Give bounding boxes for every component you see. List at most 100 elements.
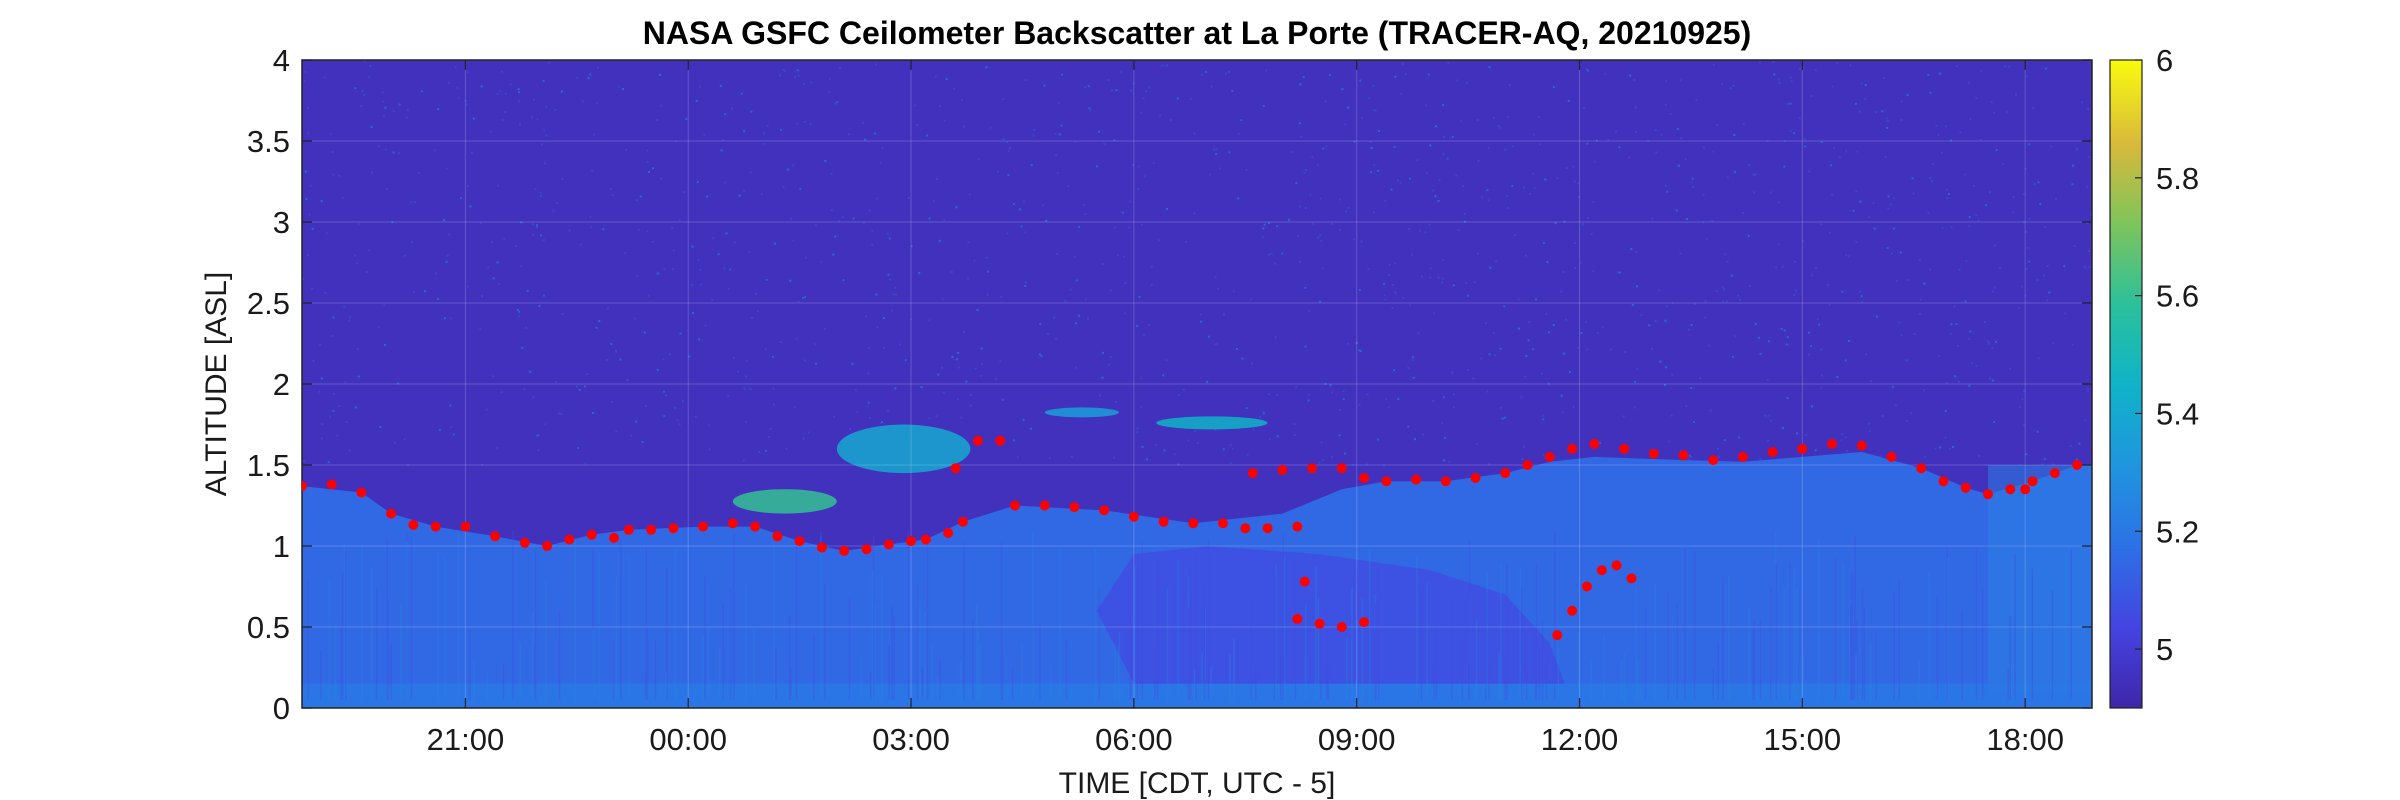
- noise-speck: [542, 239, 545, 241]
- noise-speck: [1201, 73, 1204, 76]
- noise-speck: [1664, 319, 1667, 322]
- noise-speck: [1150, 265, 1153, 268]
- noise-speck: [1781, 265, 1784, 268]
- pbl-marker: [1708, 455, 1719, 466]
- noise-speck: [1716, 447, 1719, 450]
- noise-speck: [1145, 458, 1148, 461]
- streak: [1796, 586, 1798, 700]
- noise-speck: [1793, 294, 1796, 296]
- noise-speck: [676, 419, 679, 422]
- noise-speck: [925, 134, 928, 137]
- noise-speck: [1205, 70, 1208, 73]
- pbl-marker: [1737, 451, 1748, 462]
- noise-speck: [492, 277, 495, 280]
- noise-speck: [1447, 61, 1450, 64]
- noise-speck: [1542, 242, 1545, 244]
- noise-speck: [974, 367, 977, 370]
- streak: [1849, 609, 1851, 700]
- noise-speck: [1978, 454, 1981, 457]
- streak: [1011, 667, 1014, 700]
- noise-speck: [615, 350, 617, 353]
- noise-speck: [538, 305, 541, 307]
- noise-speck: [398, 103, 401, 106]
- streak: [1374, 631, 1377, 700]
- noise-speck: [1904, 359, 1907, 362]
- noise-speck: [1304, 207, 1307, 209]
- noise-speck: [1029, 427, 1032, 430]
- noise-speck: [1107, 79, 1110, 82]
- noise-speck: [499, 90, 502, 93]
- noise-speck: [1695, 99, 1698, 102]
- noise-speck: [1109, 289, 1112, 292]
- y-tick-label: 0: [273, 691, 290, 726]
- noise-speck: [1338, 228, 1341, 231]
- streak: [1326, 609, 1328, 700]
- noise-speck: [1954, 375, 1956, 378]
- noise-speck: [552, 209, 555, 212]
- streak: [1156, 560, 1159, 700]
- pbl-marker: [1567, 443, 1578, 454]
- noise-speck: [639, 195, 642, 198]
- streak: [645, 547, 648, 700]
- noise-speck: [1607, 138, 1610, 141]
- noise-speck: [1864, 98, 1867, 101]
- noise-speck: [960, 98, 963, 101]
- noise-speck: [2084, 419, 2087, 422]
- noise-speck: [1628, 156, 1631, 159]
- pbl-marker: [586, 529, 597, 540]
- noise-speck: [2012, 196, 2015, 199]
- noise-speck: [1769, 191, 1772, 194]
- noise-speck: [349, 316, 352, 319]
- noise-speck: [536, 434, 539, 437]
- noise-speck: [2036, 279, 2039, 281]
- streak: [1275, 564, 1277, 700]
- streak: [702, 635, 704, 700]
- noise-speck: [1742, 123, 1745, 126]
- noise-speck: [1636, 285, 1638, 288]
- noise-speck: [1783, 139, 1786, 142]
- noise-speck: [1305, 169, 1307, 172]
- noise-speck: [533, 98, 536, 101]
- noise-speck: [1414, 438, 1416, 441]
- noise-speck: [1397, 179, 1399, 182]
- noise-speck: [1670, 414, 1673, 417]
- x-tick-label: 03:00: [872, 722, 950, 757]
- streak: [1620, 660, 1623, 700]
- noise-speck: [1498, 126, 1501, 129]
- noise-speck: [1417, 332, 1420, 335]
- pbl-marker: [1581, 581, 1592, 592]
- streak: [1039, 623, 1041, 700]
- noise-speck: [383, 343, 386, 346]
- noise-speck: [1783, 329, 1786, 332]
- noise-speck: [391, 221, 394, 224]
- noise-speck: [671, 227, 674, 230]
- noise-speck: [740, 92, 743, 95]
- noise-speck: [1016, 456, 1019, 459]
- noise-speck: [332, 409, 335, 412]
- noise-speck: [1132, 163, 1135, 166]
- noise-speck: [1043, 84, 1046, 87]
- noise-speck: [2046, 265, 2049, 267]
- noise-speck: [327, 461, 330, 464]
- streak: [1770, 586, 1772, 700]
- noise-speck: [1476, 119, 1479, 122]
- noise-speck: [2028, 143, 2031, 146]
- noise-speck: [856, 411, 859, 414]
- noise-speck: [809, 123, 812, 125]
- streak: [346, 560, 349, 700]
- noise-speck: [465, 103, 468, 106]
- noise-speck: [1442, 396, 1445, 399]
- noise-speck: [547, 61, 550, 64]
- noise-speck: [1432, 189, 1435, 192]
- noise-speck: [1503, 416, 1506, 419]
- noise-speck: [410, 241, 413, 244]
- noise-speck: [1299, 83, 1302, 86]
- pbl-marker: [623, 524, 634, 535]
- pbl-marker: [1544, 451, 1555, 462]
- streak: [1451, 601, 1453, 700]
- noise-speck: [1366, 463, 1369, 466]
- noise-speck: [1944, 125, 1947, 128]
- streak: [873, 604, 876, 700]
- streak: [1947, 557, 1949, 700]
